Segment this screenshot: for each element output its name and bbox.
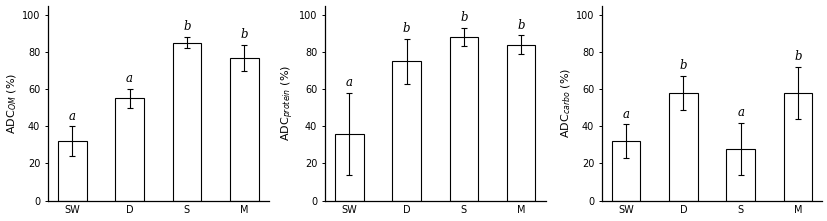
- Bar: [172, 43, 201, 201]
- Text: b: b: [240, 28, 247, 41]
- Text: b: b: [460, 11, 467, 24]
- Bar: [392, 61, 420, 201]
- Bar: [725, 149, 754, 201]
- Text: a: a: [69, 110, 76, 123]
- Bar: [506, 45, 535, 201]
- Text: b: b: [517, 19, 524, 32]
- Bar: [115, 98, 144, 201]
- Text: a: a: [346, 76, 352, 89]
- Text: b: b: [183, 20, 190, 33]
- Text: b: b: [793, 50, 801, 63]
- Bar: [230, 57, 258, 201]
- Bar: [668, 93, 697, 201]
- Bar: [58, 141, 87, 201]
- Text: b: b: [402, 22, 410, 35]
- Y-axis label: $\mathrm{ADC}_{OM}$ (%): $\mathrm{ADC}_{OM}$ (%): [6, 72, 19, 134]
- Y-axis label: $\mathrm{ADC}_{carbo}$ (%): $\mathrm{ADC}_{carbo}$ (%): [559, 68, 572, 138]
- Y-axis label: $\mathrm{ADC}_{protein}$ (%): $\mathrm{ADC}_{protein}$ (%): [280, 65, 296, 141]
- Text: a: a: [622, 108, 629, 121]
- Bar: [449, 37, 478, 201]
- Bar: [611, 141, 640, 201]
- Text: a: a: [736, 106, 743, 119]
- Text: a: a: [126, 72, 133, 86]
- Text: b: b: [679, 59, 686, 72]
- Bar: [334, 134, 363, 201]
- Bar: [783, 93, 811, 201]
